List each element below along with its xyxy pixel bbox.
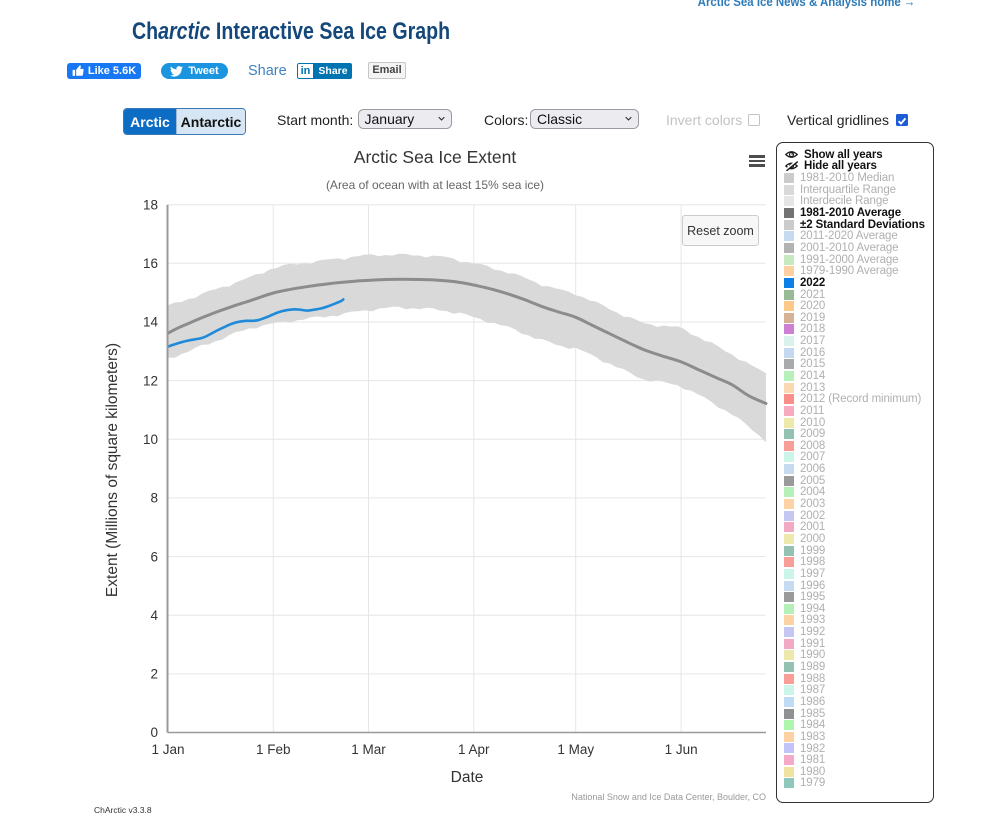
svg-text:12: 12	[143, 373, 158, 388]
svg-text:Extent (Millions of square kil: Extent (Millions of square kilometers)	[104, 343, 121, 597]
svg-text:14: 14	[143, 315, 159, 330]
svg-text:ChArctic v3.3.8: ChArctic v3.3.8	[94, 805, 152, 815]
svg-text:2: 2	[150, 667, 158, 682]
svg-text:18: 18	[143, 197, 158, 212]
svg-text:Arctic Sea Ice Extent: Arctic Sea Ice Extent	[354, 147, 517, 167]
svg-text:8: 8	[150, 491, 158, 506]
svg-text:1 Mar: 1 Mar	[351, 742, 386, 757]
svg-text:4: 4	[150, 608, 158, 623]
svg-text:1 Jun: 1 Jun	[665, 742, 698, 757]
svg-text:National Snow and Ice Data Cen: National Snow and Ice Data Center, Bould…	[571, 792, 766, 802]
svg-text:1 Jan: 1 Jan	[151, 742, 184, 757]
svg-text:6: 6	[150, 549, 158, 564]
svg-text:0: 0	[150, 725, 158, 740]
svg-text:1 Apr: 1 Apr	[458, 742, 490, 757]
svg-text:1 May: 1 May	[557, 742, 594, 757]
svg-text:16: 16	[143, 256, 158, 271]
svg-text:(Area of ocean with at least 1: (Area of ocean with at least 15% sea ice…	[326, 178, 544, 192]
svg-text:Date: Date	[451, 769, 484, 786]
svg-text:1 Feb: 1 Feb	[256, 742, 291, 757]
svg-text:10: 10	[143, 432, 158, 447]
